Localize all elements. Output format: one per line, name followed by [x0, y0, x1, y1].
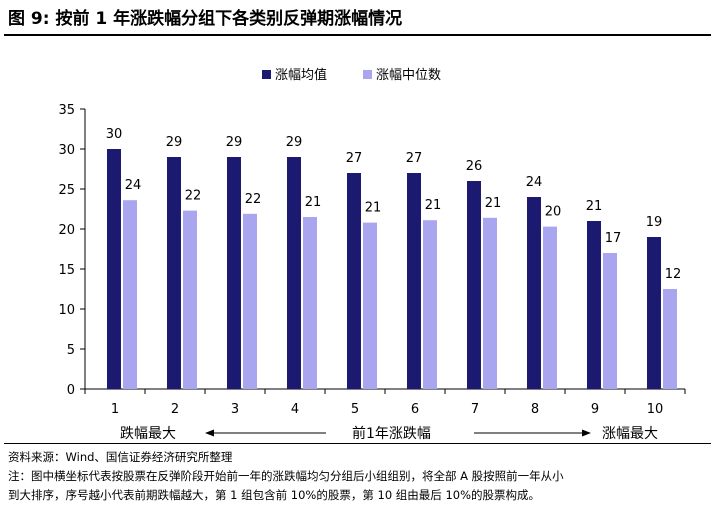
bar-median-5 — [363, 222, 377, 389]
bar-mean-2 — [167, 157, 181, 389]
bar-label-median-9: 17 — [605, 231, 622, 246]
y-tick-label: 30 — [58, 143, 75, 158]
x-tick-label-5: 5 — [351, 402, 359, 417]
y-tick-label: 5 — [67, 343, 75, 358]
bar-mean-7 — [467, 181, 481, 389]
x-tick-label-3: 3 — [231, 402, 239, 417]
bar-label-mean-7: 26 — [466, 159, 483, 174]
figure-footer: 资料来源：Wind、国信证券经济研究所整理 注：图中横坐标代表按股票在反弹阶段开… — [4, 443, 711, 505]
legend-swatch-median — [363, 70, 372, 79]
x-axis-annotation: 跌幅最大 前1年涨跌幅 涨幅最大 — [120, 425, 658, 440]
bar-label-median-6: 21 — [425, 198, 442, 213]
y-tick-label: 35 — [58, 103, 75, 118]
x-tick-label-2: 2 — [171, 402, 179, 417]
arrow-right-head — [582, 429, 591, 437]
note-line-2: 到大排序，序号越小代表前期跌幅越大，第 1 组包含前 10%的股票，第 10 组… — [8, 488, 540, 502]
y-tick-label: 20 — [58, 223, 75, 238]
bar-label-mean-3: 29 — [226, 135, 243, 150]
bar-mean-4 — [287, 157, 301, 389]
bar-mean-10 — [647, 237, 661, 389]
bar-median-4 — [303, 217, 317, 389]
x-tick-label-7: 7 — [471, 402, 479, 417]
bar-label-median-4: 21 — [305, 195, 322, 210]
category-labels: 1 2 3 4 5 6 7 8 9 10 — [111, 402, 663, 417]
bar-mean-6 — [407, 173, 421, 389]
x-tick-label-1: 1 — [111, 402, 119, 417]
legend-label-median: 涨幅中位数 — [376, 68, 441, 83]
bar-label-mean-1: 30 — [106, 127, 123, 142]
bar-median-6 — [423, 220, 437, 389]
bar-median-2 — [183, 210, 197, 389]
bar-mean-8 — [527, 197, 541, 389]
bar-mean-1 — [107, 149, 121, 389]
annotation-center: 前1年涨跌幅 — [352, 425, 431, 440]
bar-mean-9 — [587, 221, 601, 389]
bars — [107, 149, 677, 389]
bar-label-mean-9: 21 — [586, 199, 603, 214]
y-tick-label: 10 — [58, 303, 75, 318]
bar-label-median-1: 24 — [125, 178, 142, 193]
legend: 涨幅均值 涨幅中位数 — [262, 67, 441, 83]
bar-label-mean-10: 19 — [646, 215, 663, 230]
bar-label-mean-6: 27 — [406, 151, 423, 166]
bar-label-mean-8: 24 — [526, 175, 543, 190]
annotation-left: 跌幅最大 — [120, 426, 176, 440]
y-ticks: 0 5 10 15 20 25 30 35 — [58, 103, 85, 398]
legend-label-mean: 涨幅均值 — [275, 67, 327, 83]
source-note: 资料来源：Wind、国信证券经济研究所整理 — [8, 450, 233, 464]
x-tick-label-4: 4 — [291, 402, 299, 417]
x-tick-label-8: 8 — [531, 402, 539, 417]
bar-median-8 — [543, 226, 557, 389]
legend-swatch-mean — [262, 70, 271, 79]
note-line-1: 注：图中横坐标代表按股票在反弹阶段开始前一年的涨跌幅均匀分组后小组组别，将全部 … — [8, 469, 564, 483]
x-ticks — [84, 389, 686, 394]
bar-label-mean-2: 29 — [166, 135, 183, 150]
arrow-left-head — [205, 429, 214, 437]
bar-label-median-7: 21 — [485, 196, 502, 211]
bar-label-median-2: 22 — [185, 189, 202, 204]
x-tick-label-6: 6 — [411, 402, 419, 417]
bar-median-10 — [663, 289, 677, 389]
y-tick-label: 15 — [58, 263, 75, 278]
bar-median-9 — [603, 253, 617, 389]
figure-title: 图 9: 按前 1 年涨跌幅分组下各类别反弹期涨幅情况 — [4, 2, 711, 36]
bar-mean-5 — [347, 173, 361, 389]
annotation-right: 涨幅最大 — [602, 426, 658, 440]
bar-label-median-10: 12 — [665, 267, 682, 282]
x-tick-label-9: 9 — [591, 402, 599, 417]
bar-label-median-8: 20 — [545, 205, 562, 220]
bar-median-7 — [483, 217, 497, 389]
x-tick-label-10: 10 — [647, 402, 664, 417]
bar-median-3 — [243, 213, 257, 389]
bar-label-median-5: 21 — [365, 201, 382, 216]
y-tick-label: 25 — [58, 183, 75, 198]
bar-label-median-3: 22 — [245, 192, 262, 207]
y-tick-label: 0 — [67, 383, 75, 398]
bar-label-mean-5: 27 — [346, 151, 363, 166]
bar-median-1 — [123, 200, 137, 389]
bar-mean-3 — [227, 157, 241, 389]
bar-label-mean-4: 29 — [286, 135, 303, 150]
